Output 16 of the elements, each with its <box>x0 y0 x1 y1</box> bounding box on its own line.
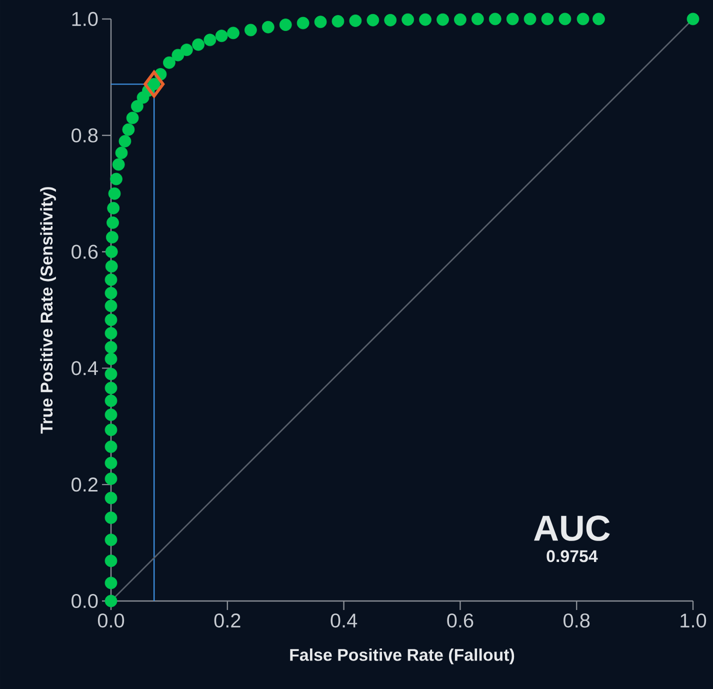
y-tick-label: 0.6 <box>72 244 98 259</box>
x-axis-title: False Positive Rate (Fallout) <box>290 648 514 664</box>
y-axis-title: True Positive Rate (Sensitivity) <box>40 187 56 434</box>
y-tick-label: 0.8 <box>72 128 98 142</box>
x-tick-label: 0.0 <box>98 614 124 628</box>
x-tick-label: 0.6 <box>447 614 474 628</box>
x-tick-label: 1.0 <box>680 614 706 628</box>
annotation: 0.9754 <box>546 550 598 562</box>
y-tick-label: 0.4 <box>72 361 98 376</box>
y-tick-label: 0.0 <box>72 594 98 608</box>
x-tick-label: 0.2 <box>214 614 240 628</box>
annotation: AUC <box>534 516 610 541</box>
y-tick-label: 0.2 <box>72 478 98 492</box>
x-tick-label: 0.4 <box>330 614 358 628</box>
y-tick-label: 1.0 <box>72 12 98 26</box>
x-tick-label: 0.8 <box>564 614 590 628</box>
